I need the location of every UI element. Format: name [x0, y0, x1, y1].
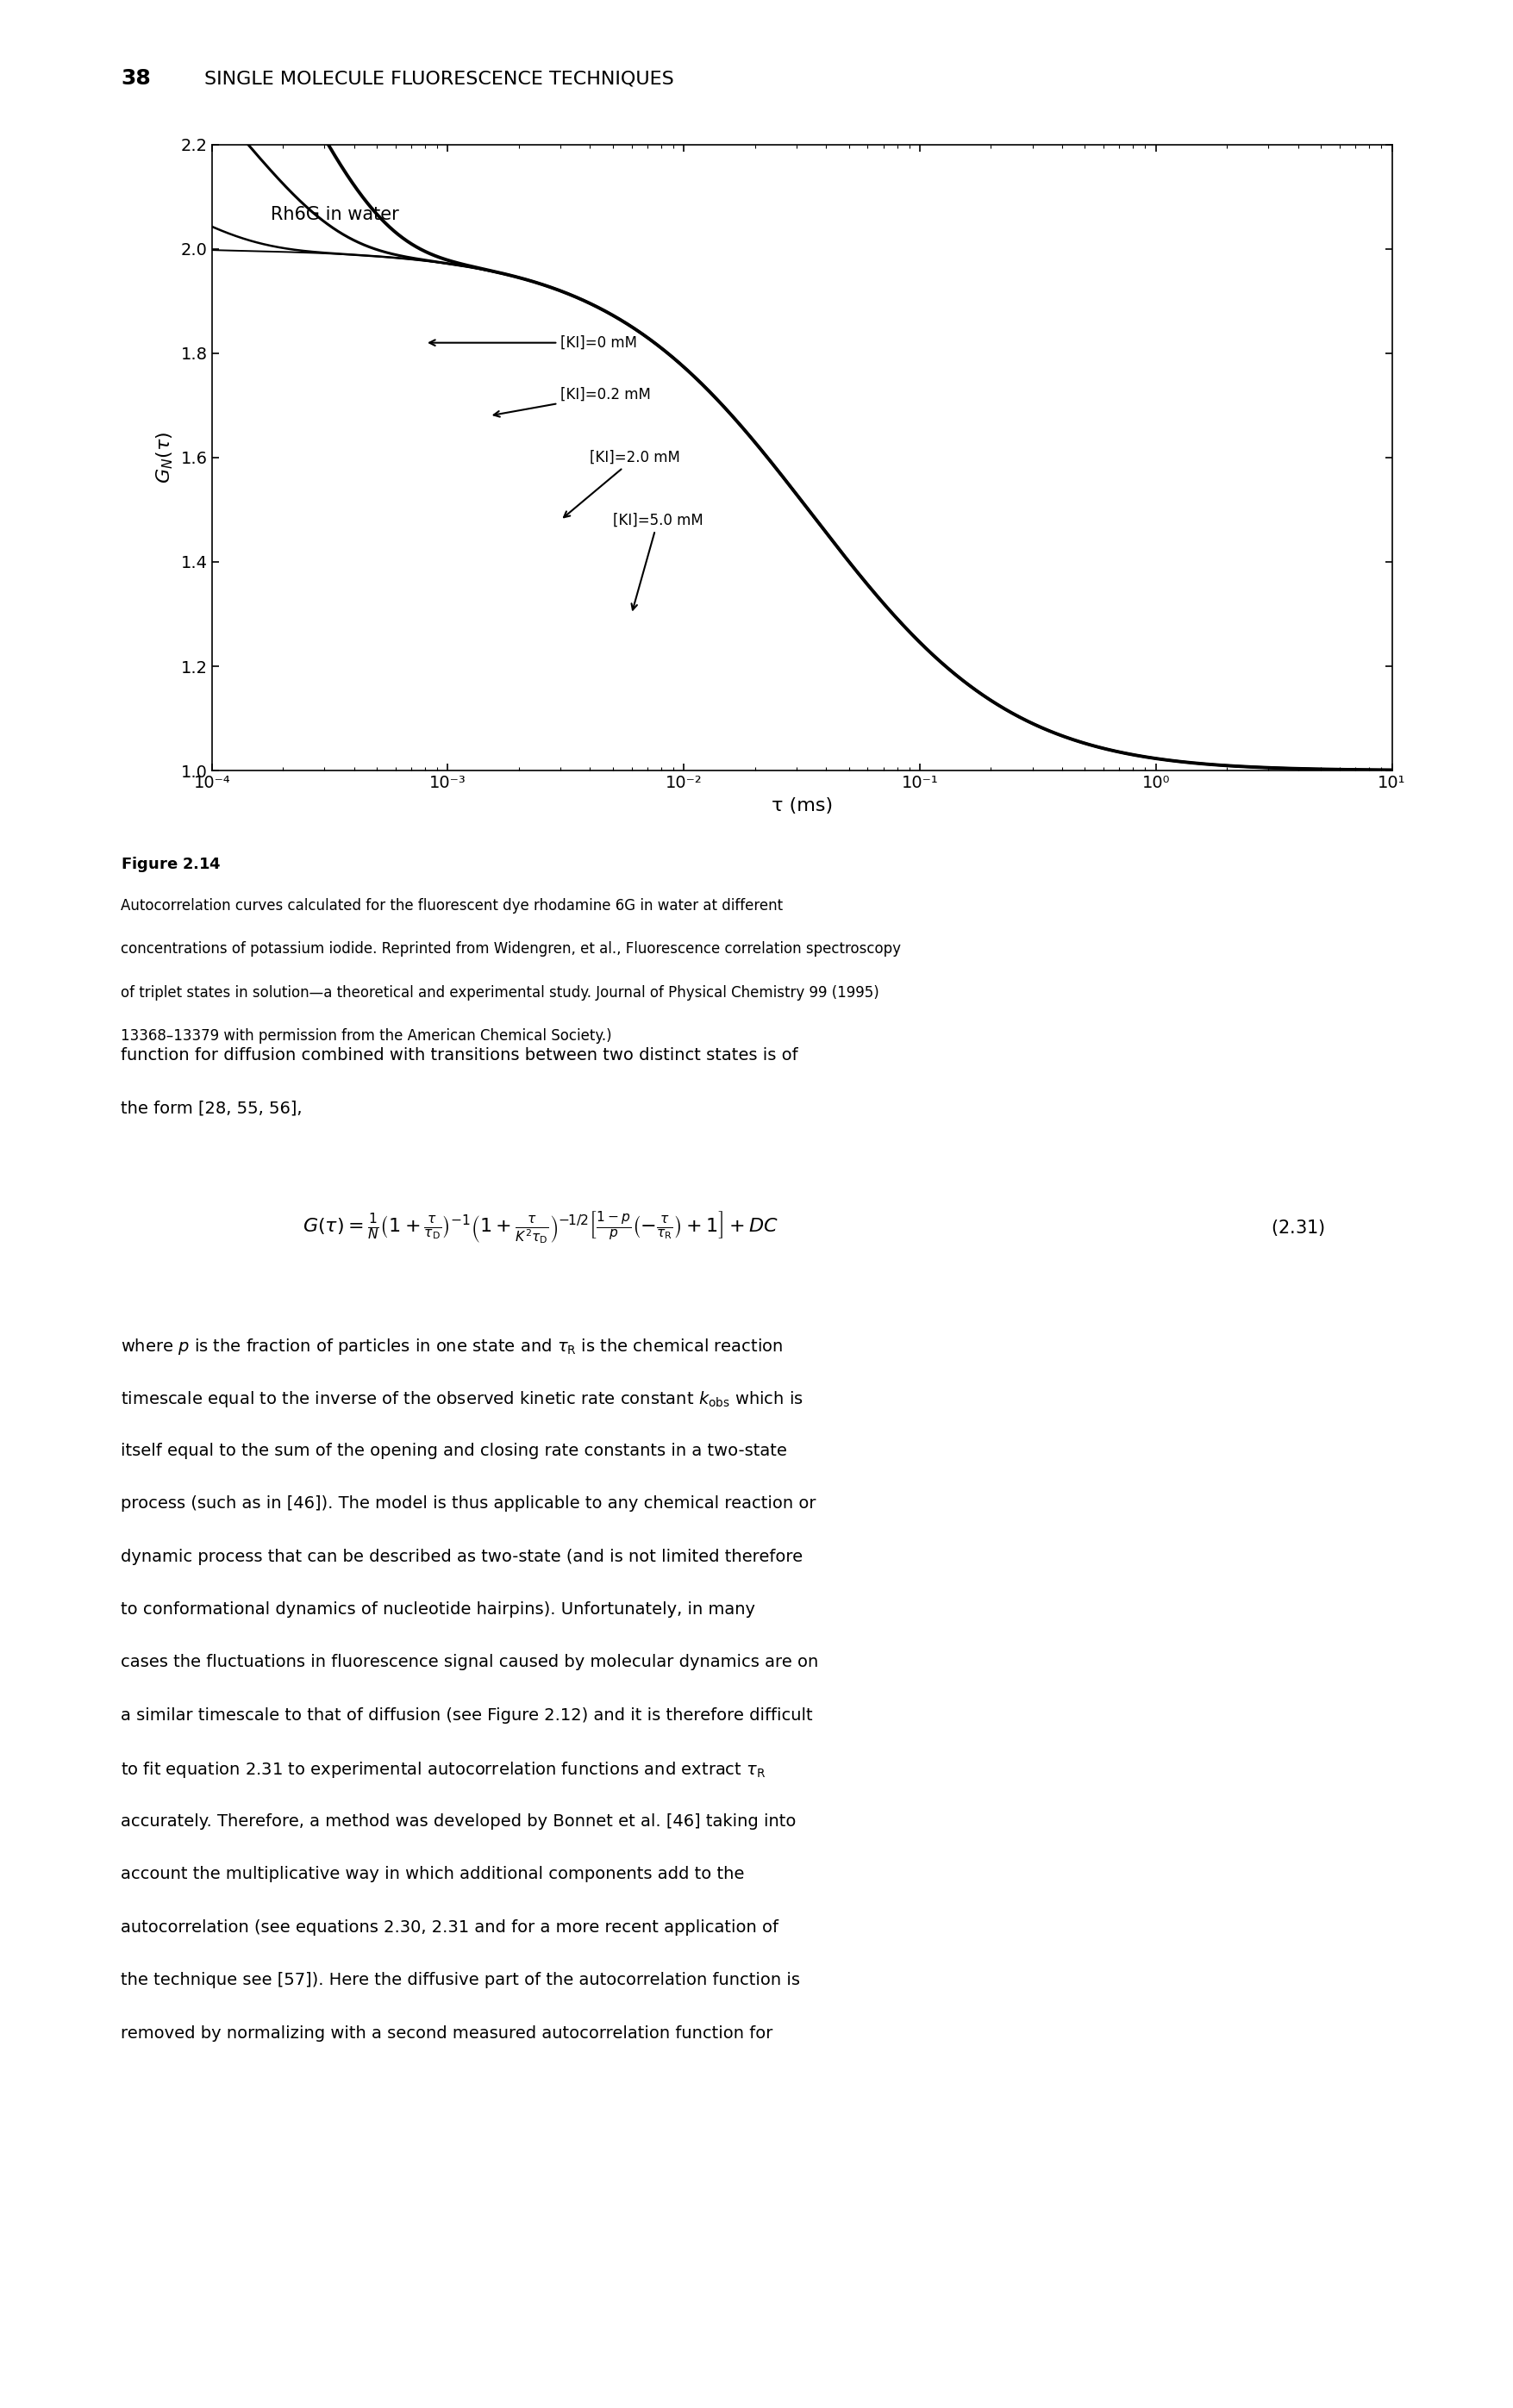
Text: dynamic process that can be described as two-state (and is not limited therefore: dynamic process that can be described as… — [121, 1548, 803, 1565]
Text: Rh6G in water: Rh6G in water — [271, 205, 399, 224]
Text: $G(\tau)=\frac{1}{N}\left(1+\frac{\tau}{\tau_\mathrm{D}}\right)^{-1}\left(1+\fra: $G(\tau)=\frac{1}{N}\left(1+\frac{\tau}{… — [303, 1209, 778, 1247]
Text: timescale equal to the inverse of the observed kinetic rate constant $k_\mathrm{: timescale equal to the inverse of the ob… — [121, 1389, 803, 1409]
Text: concentrations of potassium iodide. Reprinted from Widengren, et al., Fluorescen: concentrations of potassium iodide. Repr… — [121, 942, 902, 956]
Text: [KI]=5.0 mM: [KI]=5.0 mM — [613, 513, 704, 609]
Text: cases the fluctuations in fluorescence signal caused by molecular dynamics are o: cases the fluctuations in fluorescence s… — [121, 1654, 819, 1671]
Text: [KI]=0.2 mM: [KI]=0.2 mM — [493, 388, 651, 417]
Text: the technique see [57]). Here the diffusive part of the autocorrelation function: the technique see [57]). Here the diffus… — [121, 1972, 800, 1989]
Text: to conformational dynamics of nucleotide hairpins). Unfortunately, in many: to conformational dynamics of nucleotide… — [121, 1601, 755, 1618]
Text: function for diffusion combined with transitions between two distinct states is : function for diffusion combined with tra… — [121, 1047, 799, 1064]
Text: 38: 38 — [121, 67, 151, 89]
Y-axis label: $G_N(\tau)$: $G_N(\tau)$ — [154, 431, 176, 484]
Text: where $p$ is the fraction of particles in one state and $\tau_\mathrm{R}$ is the: where $p$ is the fraction of particles i… — [121, 1336, 784, 1356]
Text: of triplet states in solution—a theoretical and experimental study. Journal of P: of triplet states in solution—a theoreti… — [121, 985, 879, 999]
Text: [KI]=0 mM: [KI]=0 mM — [430, 335, 637, 352]
Text: $\mathbf{Figure\ 2.14}$: $\mathbf{Figure\ 2.14}$ — [121, 855, 221, 874]
Text: to fit equation 2.31 to experimental autocorrelation functions and extract $\tau: to fit equation 2.31 to experimental aut… — [121, 1760, 766, 1780]
Text: process (such as in [46]). The model is thus applicable to any chemical reaction: process (such as in [46]). The model is … — [121, 1495, 817, 1512]
Text: account the multiplicative way in which additional components add to the: account the multiplicative way in which … — [121, 1866, 744, 1883]
X-axis label: τ (ms): τ (ms) — [772, 797, 832, 814]
Text: $(2.31)$: $(2.31)$ — [1271, 1218, 1325, 1238]
Text: Autocorrelation curves calculated for the fluorescent dye rhodamine 6G in water : Autocorrelation curves calculated for th… — [121, 898, 784, 913]
Text: 13368–13379 with permission from the American Chemical Society.): 13368–13379 with permission from the Ame… — [121, 1028, 613, 1043]
Text: SINGLE MOLECULE FLUORESCENCE TECHNIQUES: SINGLE MOLECULE FLUORESCENCE TECHNIQUES — [204, 70, 673, 87]
Text: accurately. Therefore, a method was developed by Bonnet et al. [46] taking into: accurately. Therefore, a method was deve… — [121, 1813, 796, 1830]
Text: the form [28, 55, 56],: the form [28, 55, 56], — [121, 1100, 303, 1117]
Text: [KI]=2.0 mM: [KI]=2.0 mM — [564, 450, 681, 518]
Text: removed by normalizing with a second measured autocorrelation function for: removed by normalizing with a second mea… — [121, 2025, 773, 2042]
Text: autocorrelation (see equations 2.30, 2.31 and for a more recent application of: autocorrelation (see equations 2.30, 2.3… — [121, 1919, 779, 1936]
Text: a similar timescale to that of diffusion (see Figure 2.12) and it is therefore d: a similar timescale to that of diffusion… — [121, 1707, 812, 1724]
Text: itself equal to the sum of the opening and closing rate constants in a two-state: itself equal to the sum of the opening a… — [121, 1442, 787, 1459]
